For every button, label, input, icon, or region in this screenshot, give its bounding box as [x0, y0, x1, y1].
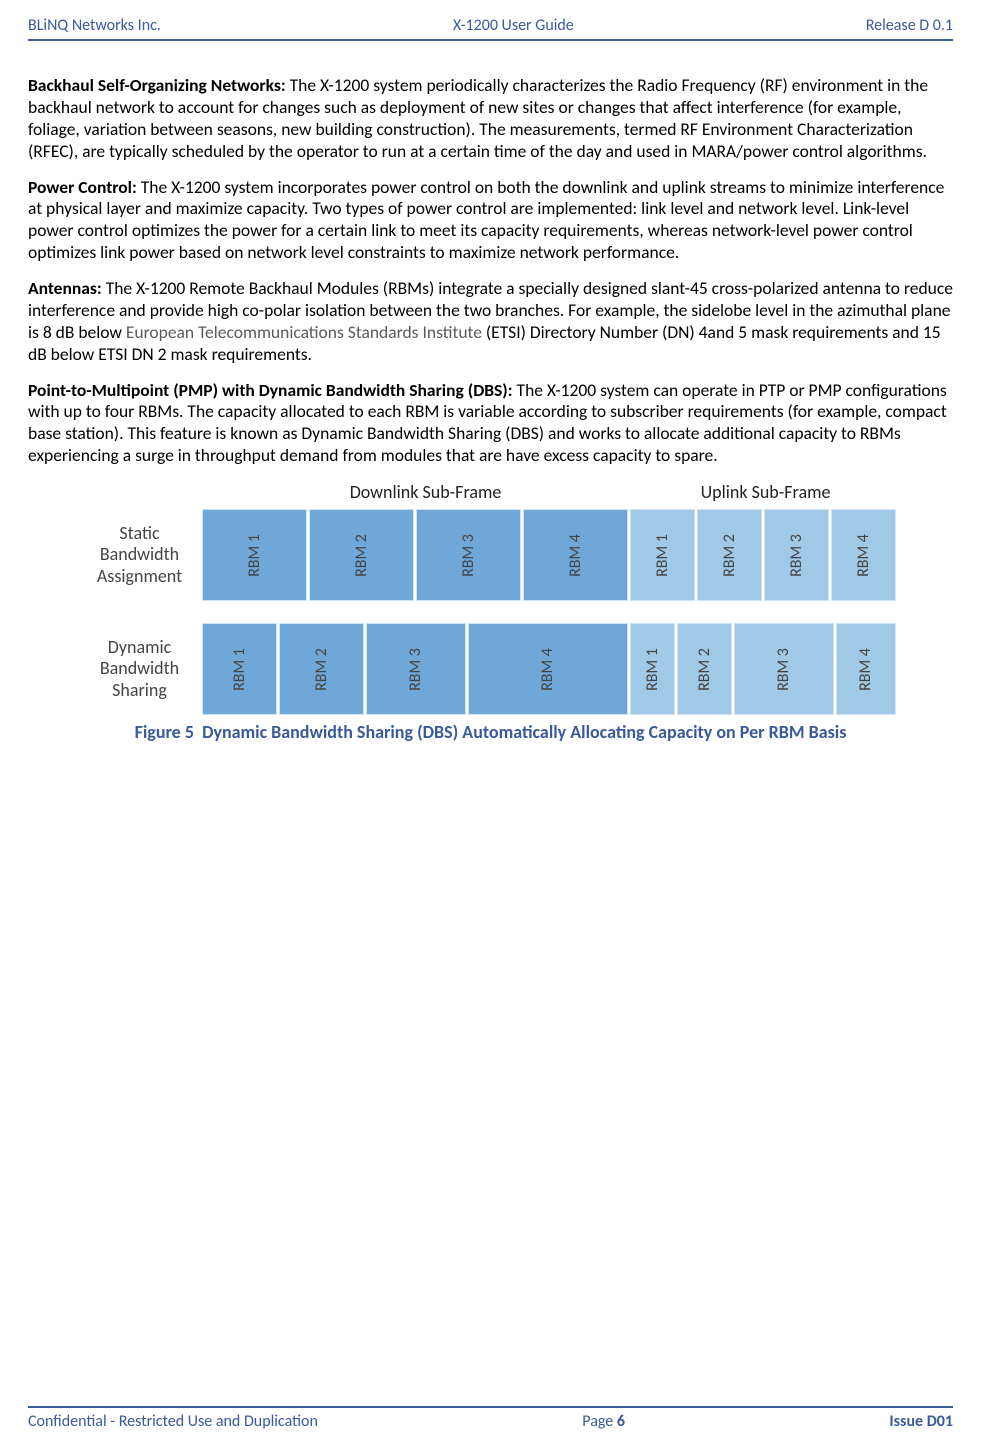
document-body: Backhaul Self-Organizing Networks: The X…: [28, 75, 953, 1386]
footer-page-number: 6: [617, 1412, 625, 1431]
ul-segment: RBM 4: [831, 509, 896, 601]
footer-left: Confidential - Restricted Use and Duplic…: [28, 1412, 318, 1431]
segment-label: RBM 1: [244, 534, 263, 577]
para-power-heading: Power Control:: [28, 176, 141, 198]
segment-label: RBM 1: [642, 648, 661, 691]
ul-segment: RBM 2: [697, 509, 762, 601]
uplink-frame-label: Uplink Sub-Frame: [636, 481, 896, 503]
segment-label: RBM 4: [853, 534, 872, 577]
page-header: BLiNQ Networks Inc. X-1200 User Guide Re…: [28, 16, 953, 41]
figure-caption-text: Dynamic Bandwidth Sharing (DBS) Automati…: [202, 721, 846, 743]
para-power-text: The X-1200 system incorporates power con…: [28, 176, 944, 264]
figure-caption-prefix: Figure 5: [135, 721, 198, 743]
dbs-diagram: Downlink Sub-Frame Uplink Sub-Frame Stat…: [86, 481, 896, 743]
segment-label: RBM 2: [351, 534, 370, 577]
header-title: X-1200 User Guide: [453, 16, 574, 35]
ul-segment: RBM 1: [630, 623, 675, 715]
segment-label: RBM 1: [229, 648, 248, 691]
figure-caption: Figure 5 Dynamic Bandwidth Sharing (DBS)…: [86, 721, 896, 743]
dl-segment: RBM 1: [202, 509, 307, 601]
para-power-control: Power Control: The X-1200 system incorpo…: [28, 177, 953, 265]
para-backhaul: Backhaul Self-Organizing Networks: The X…: [28, 75, 953, 163]
footer-center: Page 6: [582, 1412, 625, 1431]
frame-labels-row: Downlink Sub-Frame Uplink Sub-Frame: [86, 481, 896, 503]
dl-segment: RBM 2: [279, 623, 364, 715]
header-company: BLiNQ Networks Inc.: [28, 16, 161, 35]
footer-right: Issue D01: [889, 1412, 953, 1431]
downlink-frame-label: Downlink Sub-Frame: [216, 481, 636, 503]
segment-label: RBM 3: [774, 648, 793, 691]
segment-label: RBM 1: [652, 534, 671, 577]
static-row-label: Static Bandwidth Assignment: [86, 509, 202, 601]
ul-segment: RBM 3: [734, 623, 834, 715]
para-antennas-grey: European Telecommunications Standards In…: [126, 321, 486, 343]
page-footer: Confidential - Restricted Use and Duplic…: [28, 1406, 953, 1431]
static-bandwidth-row: Static Bandwidth Assignment RBM 1RBM 2RB…: [86, 509, 896, 601]
ul-segment: RBM 3: [764, 509, 829, 601]
dynamic-bars: RBM 1 RBM 2 RBM 3 RBM 4 RBM 1 RBM 2 RBM 3 RBM 4: [202, 623, 896, 715]
footer-page-label: Page: [582, 1412, 617, 1431]
segment-label: RBM 2: [719, 534, 738, 577]
para-pmp-dbs: Point-to-Multipoint (PMP) with Dynamic B…: [28, 380, 953, 468]
frame-label-spacer: [86, 481, 216, 503]
ul-segment: RBM 4: [836, 623, 896, 715]
segment-label: RBM 2: [311, 648, 330, 691]
segment-label: RBM 4: [538, 648, 557, 691]
ul-segment: RBM 2: [677, 623, 732, 715]
dynamic-bandwidth-row: Dynamic Bandwidth Sharing RBM 1RBM 2RBM …: [86, 623, 896, 715]
segment-label: RBM 3: [406, 648, 425, 691]
segment-label: RBM 3: [458, 534, 477, 577]
static-bars: RBM 1 RBM 2 RBM 3 RBM 4 RBM 1 RBM 2 RBM 3 RBM 4: [202, 509, 896, 601]
dl-segment: RBM 4: [468, 623, 628, 715]
dl-segment: RBM 3: [416, 509, 521, 601]
para-antennas: Antennas: The X-1200 Remote Backhaul Mod…: [28, 278, 953, 366]
dl-segment: RBM 3: [366, 623, 466, 715]
segment-label: RBM 4: [565, 534, 584, 577]
segment-label: RBM 4: [856, 648, 875, 691]
para-antennas-heading: Antennas:: [28, 277, 106, 299]
ul-segment: RBM 1: [630, 509, 695, 601]
dl-segment: RBM 4: [523, 509, 628, 601]
dl-segment: RBM 2: [309, 509, 414, 601]
dl-segment: RBM 1: [202, 623, 277, 715]
dynamic-row-label: Dynamic Bandwidth Sharing: [86, 623, 202, 715]
segment-label: RBM 2: [694, 648, 713, 691]
header-release: Release D 0.1: [866, 16, 953, 35]
para-backhaul-heading: Backhaul Self-Organizing Networks:: [28, 74, 290, 96]
segment-label: RBM 3: [786, 534, 805, 577]
para-pmp-heading: Point-to-Multipoint (PMP) with Dynamic B…: [28, 379, 517, 401]
